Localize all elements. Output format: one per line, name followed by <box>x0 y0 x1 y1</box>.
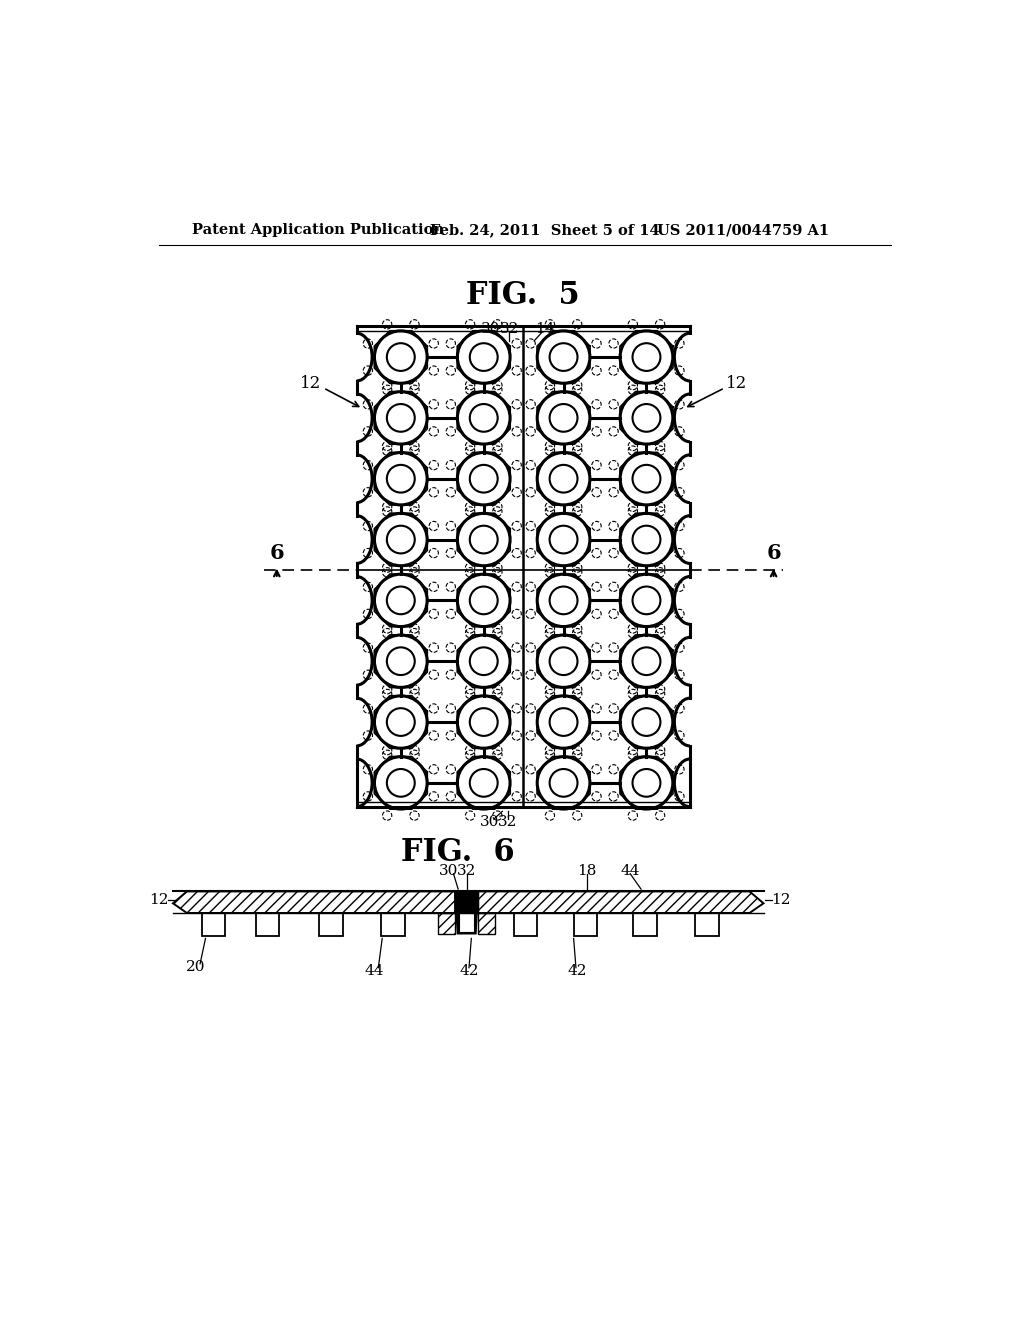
Text: 12: 12 <box>150 892 169 907</box>
Polygon shape <box>459 913 474 932</box>
Text: US 2011/0044759 A1: US 2011/0044759 A1 <box>656 223 828 238</box>
Polygon shape <box>438 913 455 933</box>
Bar <box>319 913 343 936</box>
Polygon shape <box>478 913 496 933</box>
Text: 18: 18 <box>578 863 597 878</box>
Text: 12: 12 <box>771 892 792 907</box>
Text: 14: 14 <box>536 322 555 337</box>
Text: Patent Application Publication: Patent Application Publication <box>191 223 443 238</box>
Bar <box>695 913 719 936</box>
Text: 42: 42 <box>567 964 587 978</box>
Text: 32: 32 <box>498 816 517 829</box>
Bar <box>256 913 280 936</box>
Text: 6: 6 <box>269 543 284 562</box>
Text: 12: 12 <box>299 375 321 392</box>
Text: 12: 12 <box>726 375 746 392</box>
Text: 30: 30 <box>438 863 458 878</box>
Text: 44: 44 <box>365 964 384 978</box>
Bar <box>202 913 225 936</box>
Bar <box>633 913 656 936</box>
Bar <box>187 891 455 913</box>
Text: 42: 42 <box>459 964 479 978</box>
Text: 32: 32 <box>500 322 519 337</box>
Bar <box>573 913 597 936</box>
Text: 30: 30 <box>479 816 499 829</box>
Polygon shape <box>478 891 764 913</box>
Polygon shape <box>173 891 455 913</box>
Text: 32: 32 <box>457 863 476 878</box>
Text: Feb. 24, 2011  Sheet 5 of 14: Feb. 24, 2011 Sheet 5 of 14 <box>430 223 659 238</box>
Text: 20: 20 <box>185 960 205 974</box>
Text: FIG.  6: FIG. 6 <box>400 837 514 869</box>
Text: 44: 44 <box>621 863 640 878</box>
Bar <box>478 891 750 913</box>
Text: FIG.  5: FIG. 5 <box>467 280 580 312</box>
Text: 30: 30 <box>481 322 501 337</box>
Bar <box>381 913 404 936</box>
Polygon shape <box>455 891 478 933</box>
Text: 6: 6 <box>766 543 781 562</box>
Bar <box>514 913 538 936</box>
